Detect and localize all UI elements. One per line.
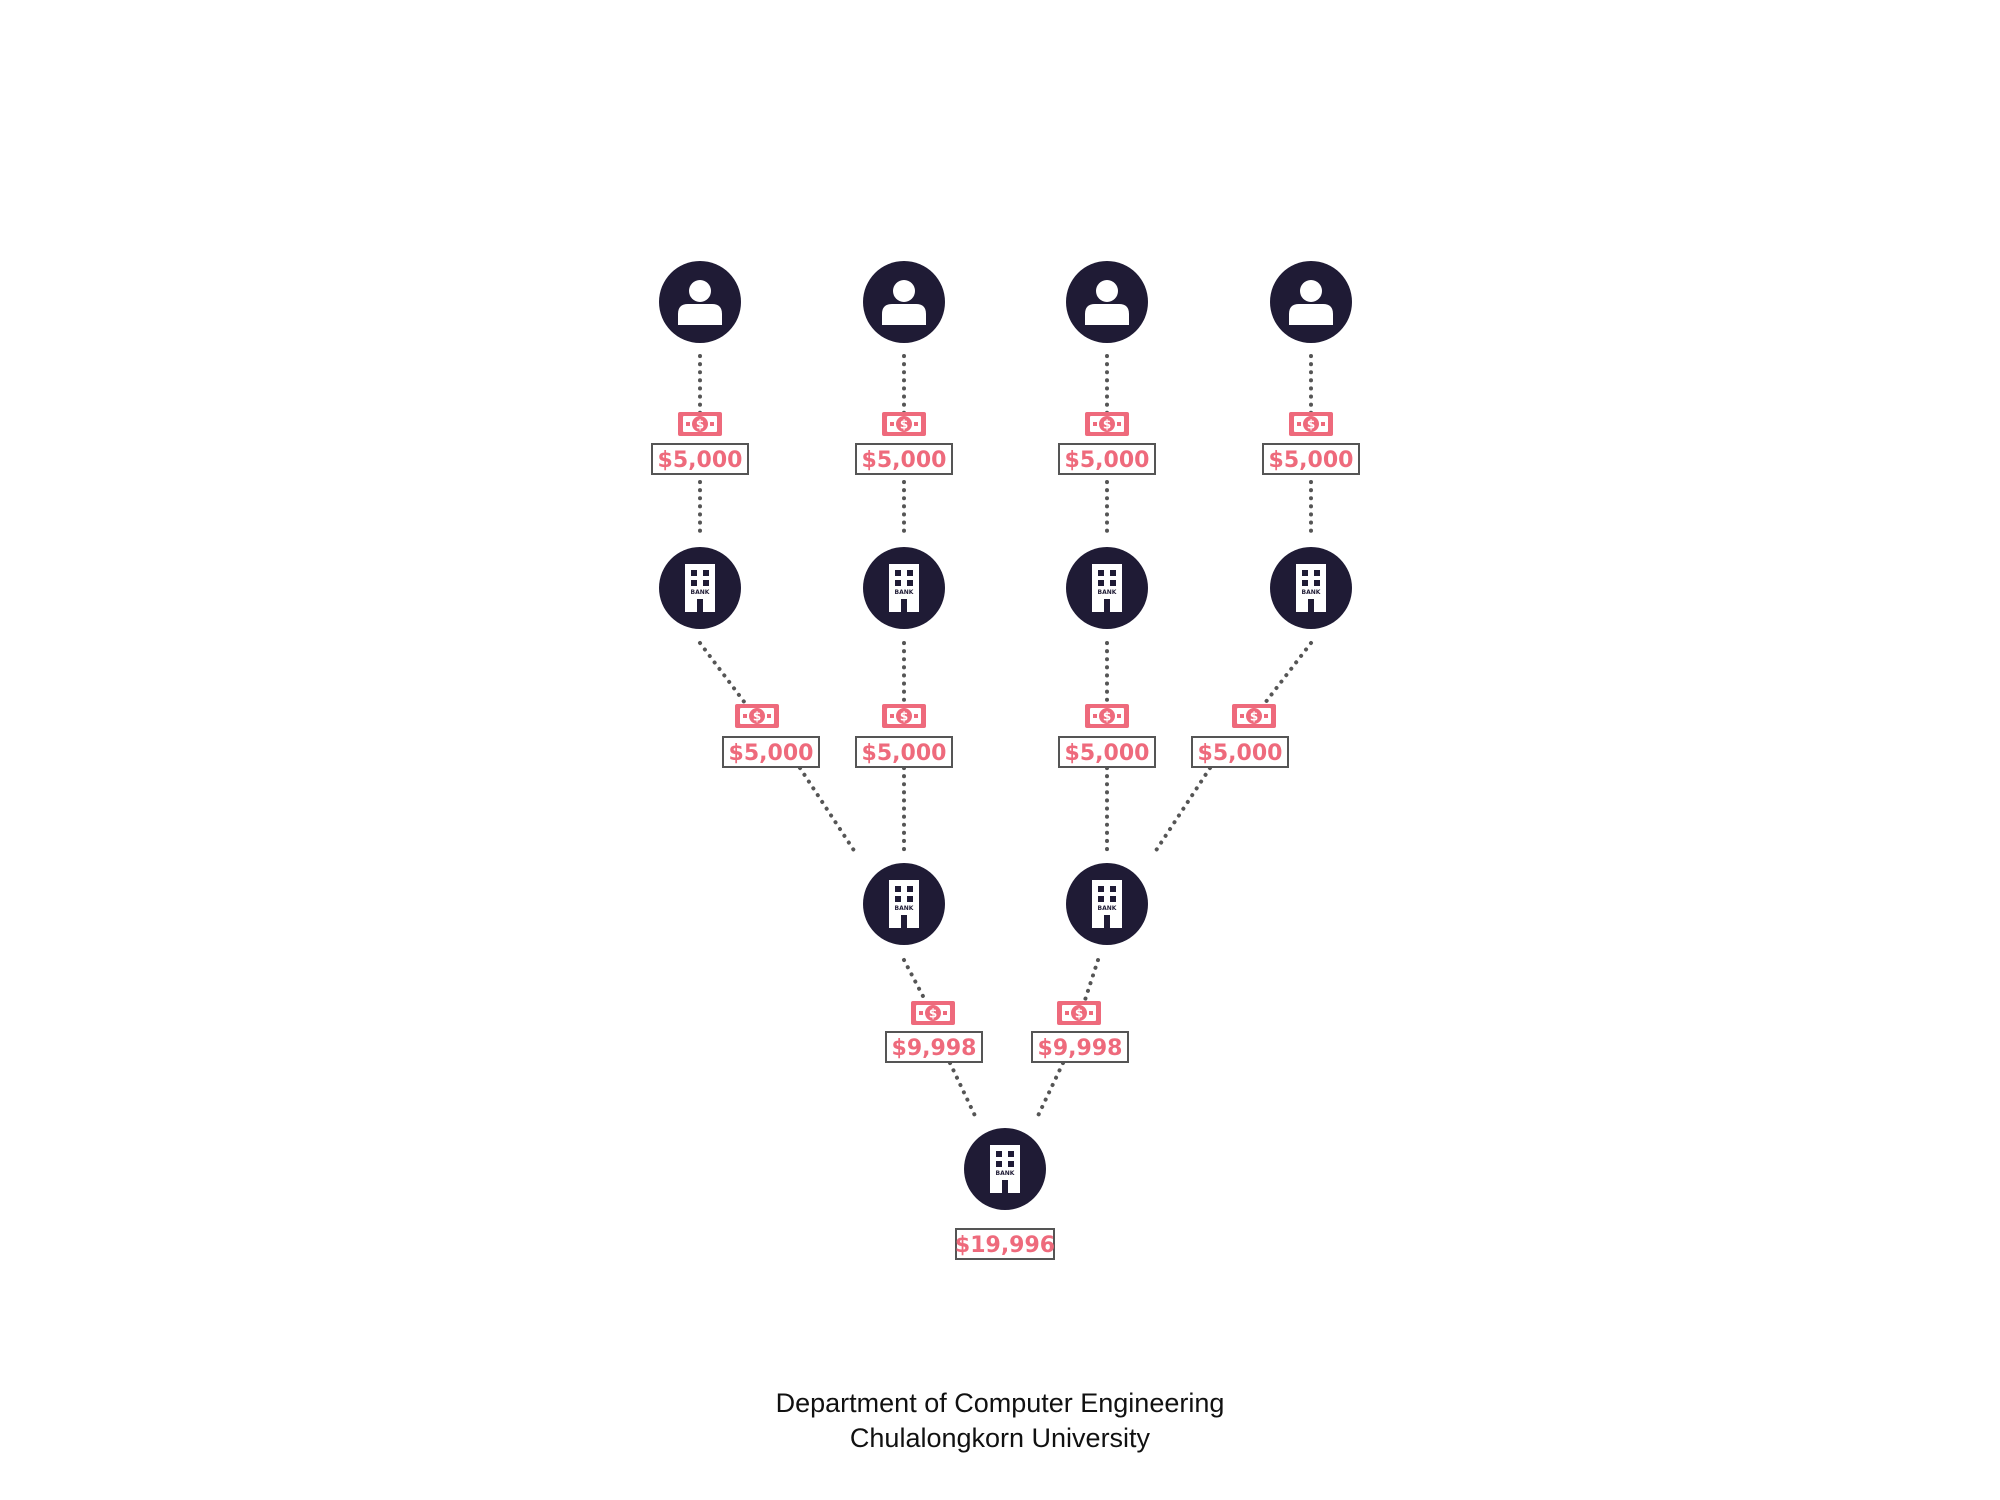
- svg-text:BANK: BANK: [996, 1170, 1015, 1177]
- amount-label: $5,000: [651, 443, 749, 475]
- dotted-connector: [798, 766, 857, 854]
- svg-text:$: $: [1103, 710, 1111, 724]
- money-icon: $: [1057, 1001, 1101, 1025]
- amount-text: $5,000: [1269, 448, 1354, 473]
- total-amount-label: $19,996: [955, 1228, 1055, 1260]
- footer-department: Department of Computer Engineering: [775, 1388, 1225, 1418]
- dotted-connector: [1034, 1061, 1065, 1122]
- edge-bank-1-to-bank-5: [698, 641, 857, 854]
- node-bank-1: BANK: [659, 547, 741, 629]
- bank-icon: BANK: [685, 564, 715, 612]
- node-bank-5: BANK: [863, 863, 945, 945]
- amount-text: $5,000: [862, 741, 947, 766]
- bank-icon: BANK: [1092, 880, 1122, 928]
- bank-icon: BANK: [889, 564, 919, 612]
- bank-icon: BANK: [1092, 564, 1122, 612]
- money-icon: $: [1232, 704, 1276, 728]
- amount-text: $5,000: [862, 448, 947, 473]
- amount-text: $5,000: [729, 741, 814, 766]
- amount-label: $5,000: [1058, 736, 1156, 768]
- edge-bank-4-to-bank-6: [1153, 641, 1313, 854]
- amount-label: $5,000: [855, 736, 953, 768]
- svg-text:$: $: [1307, 418, 1315, 432]
- amount-label: $9,998: [885, 1031, 983, 1063]
- bank-icon: BANK: [889, 880, 919, 928]
- dotted-connector: [948, 1061, 979, 1122]
- money-icon: $: [911, 1001, 955, 1025]
- node-person-1: [659, 261, 741, 343]
- person-icon: [1289, 280, 1333, 325]
- bank-icon: BANK: [1296, 564, 1326, 612]
- person-icon: [882, 280, 926, 325]
- dotted-connector: [698, 641, 747, 705]
- node-person-4: [1270, 261, 1352, 343]
- svg-text:BANK: BANK: [1098, 905, 1117, 912]
- amount-label: $5,000: [1058, 443, 1156, 475]
- svg-text:$: $: [900, 710, 908, 724]
- node-bank-4: BANK: [1270, 547, 1352, 629]
- amount-label: $5,000: [722, 736, 820, 768]
- amount-label: $5,000: [1262, 443, 1360, 475]
- node-person-2: [863, 261, 945, 343]
- svg-text:$: $: [1250, 710, 1258, 724]
- dotted-connector: [1263, 641, 1313, 705]
- svg-text:BANK: BANK: [1098, 589, 1117, 596]
- svg-text:$: $: [753, 710, 761, 724]
- amount-text: $9,998: [1038, 1036, 1123, 1061]
- money-icon: $: [882, 704, 926, 728]
- svg-text:$: $: [696, 418, 704, 432]
- node-bank-6: BANK: [1066, 863, 1148, 945]
- amount-text: $9,998: [892, 1036, 977, 1061]
- amount-label: $5,000: [1191, 736, 1289, 768]
- svg-text:BANK: BANK: [895, 589, 914, 596]
- amount-text: $5,000: [1065, 448, 1150, 473]
- edge-bank-6-to-bank-final: [1034, 958, 1100, 1122]
- svg-text:$: $: [929, 1007, 937, 1021]
- amount-label: $5,000: [855, 443, 953, 475]
- money-icon: $: [1289, 412, 1333, 436]
- svg-text:$: $: [1103, 418, 1111, 432]
- money-icon: $: [735, 704, 779, 728]
- svg-text:BANK: BANK: [691, 589, 710, 596]
- edge-bank-5-to-bank-final: [902, 958, 979, 1122]
- amount-text: $19,996: [955, 1233, 1055, 1258]
- money-icon: $: [1085, 412, 1129, 436]
- amount-text: $5,000: [658, 448, 743, 473]
- node-bank-final: BANK: [964, 1128, 1046, 1210]
- svg-text:BANK: BANK: [1302, 589, 1321, 596]
- node-bank-2: BANK: [863, 547, 945, 629]
- node-bank-3: BANK: [1066, 547, 1148, 629]
- footer-university: Chulalongkorn University: [849, 1423, 1151, 1453]
- node-person-3: [1066, 261, 1148, 343]
- svg-text:$: $: [1075, 1007, 1083, 1021]
- dotted-connector: [1083, 958, 1100, 1002]
- person-icon: [678, 280, 722, 325]
- money-icon: $: [678, 412, 722, 436]
- svg-text:BANK: BANK: [895, 905, 914, 912]
- dotted-connector: [902, 958, 927, 1002]
- dotted-connector: [1153, 766, 1212, 854]
- money-icon: $: [1085, 704, 1129, 728]
- bank-icon: BANK: [990, 1145, 1020, 1193]
- amount-text: $5,000: [1065, 741, 1150, 766]
- amount-text: $5,000: [1198, 741, 1283, 766]
- amount-label: $9,998: [1031, 1031, 1129, 1063]
- money-icon: $: [882, 412, 926, 436]
- svg-text:$: $: [900, 418, 908, 432]
- person-icon: [1085, 280, 1129, 325]
